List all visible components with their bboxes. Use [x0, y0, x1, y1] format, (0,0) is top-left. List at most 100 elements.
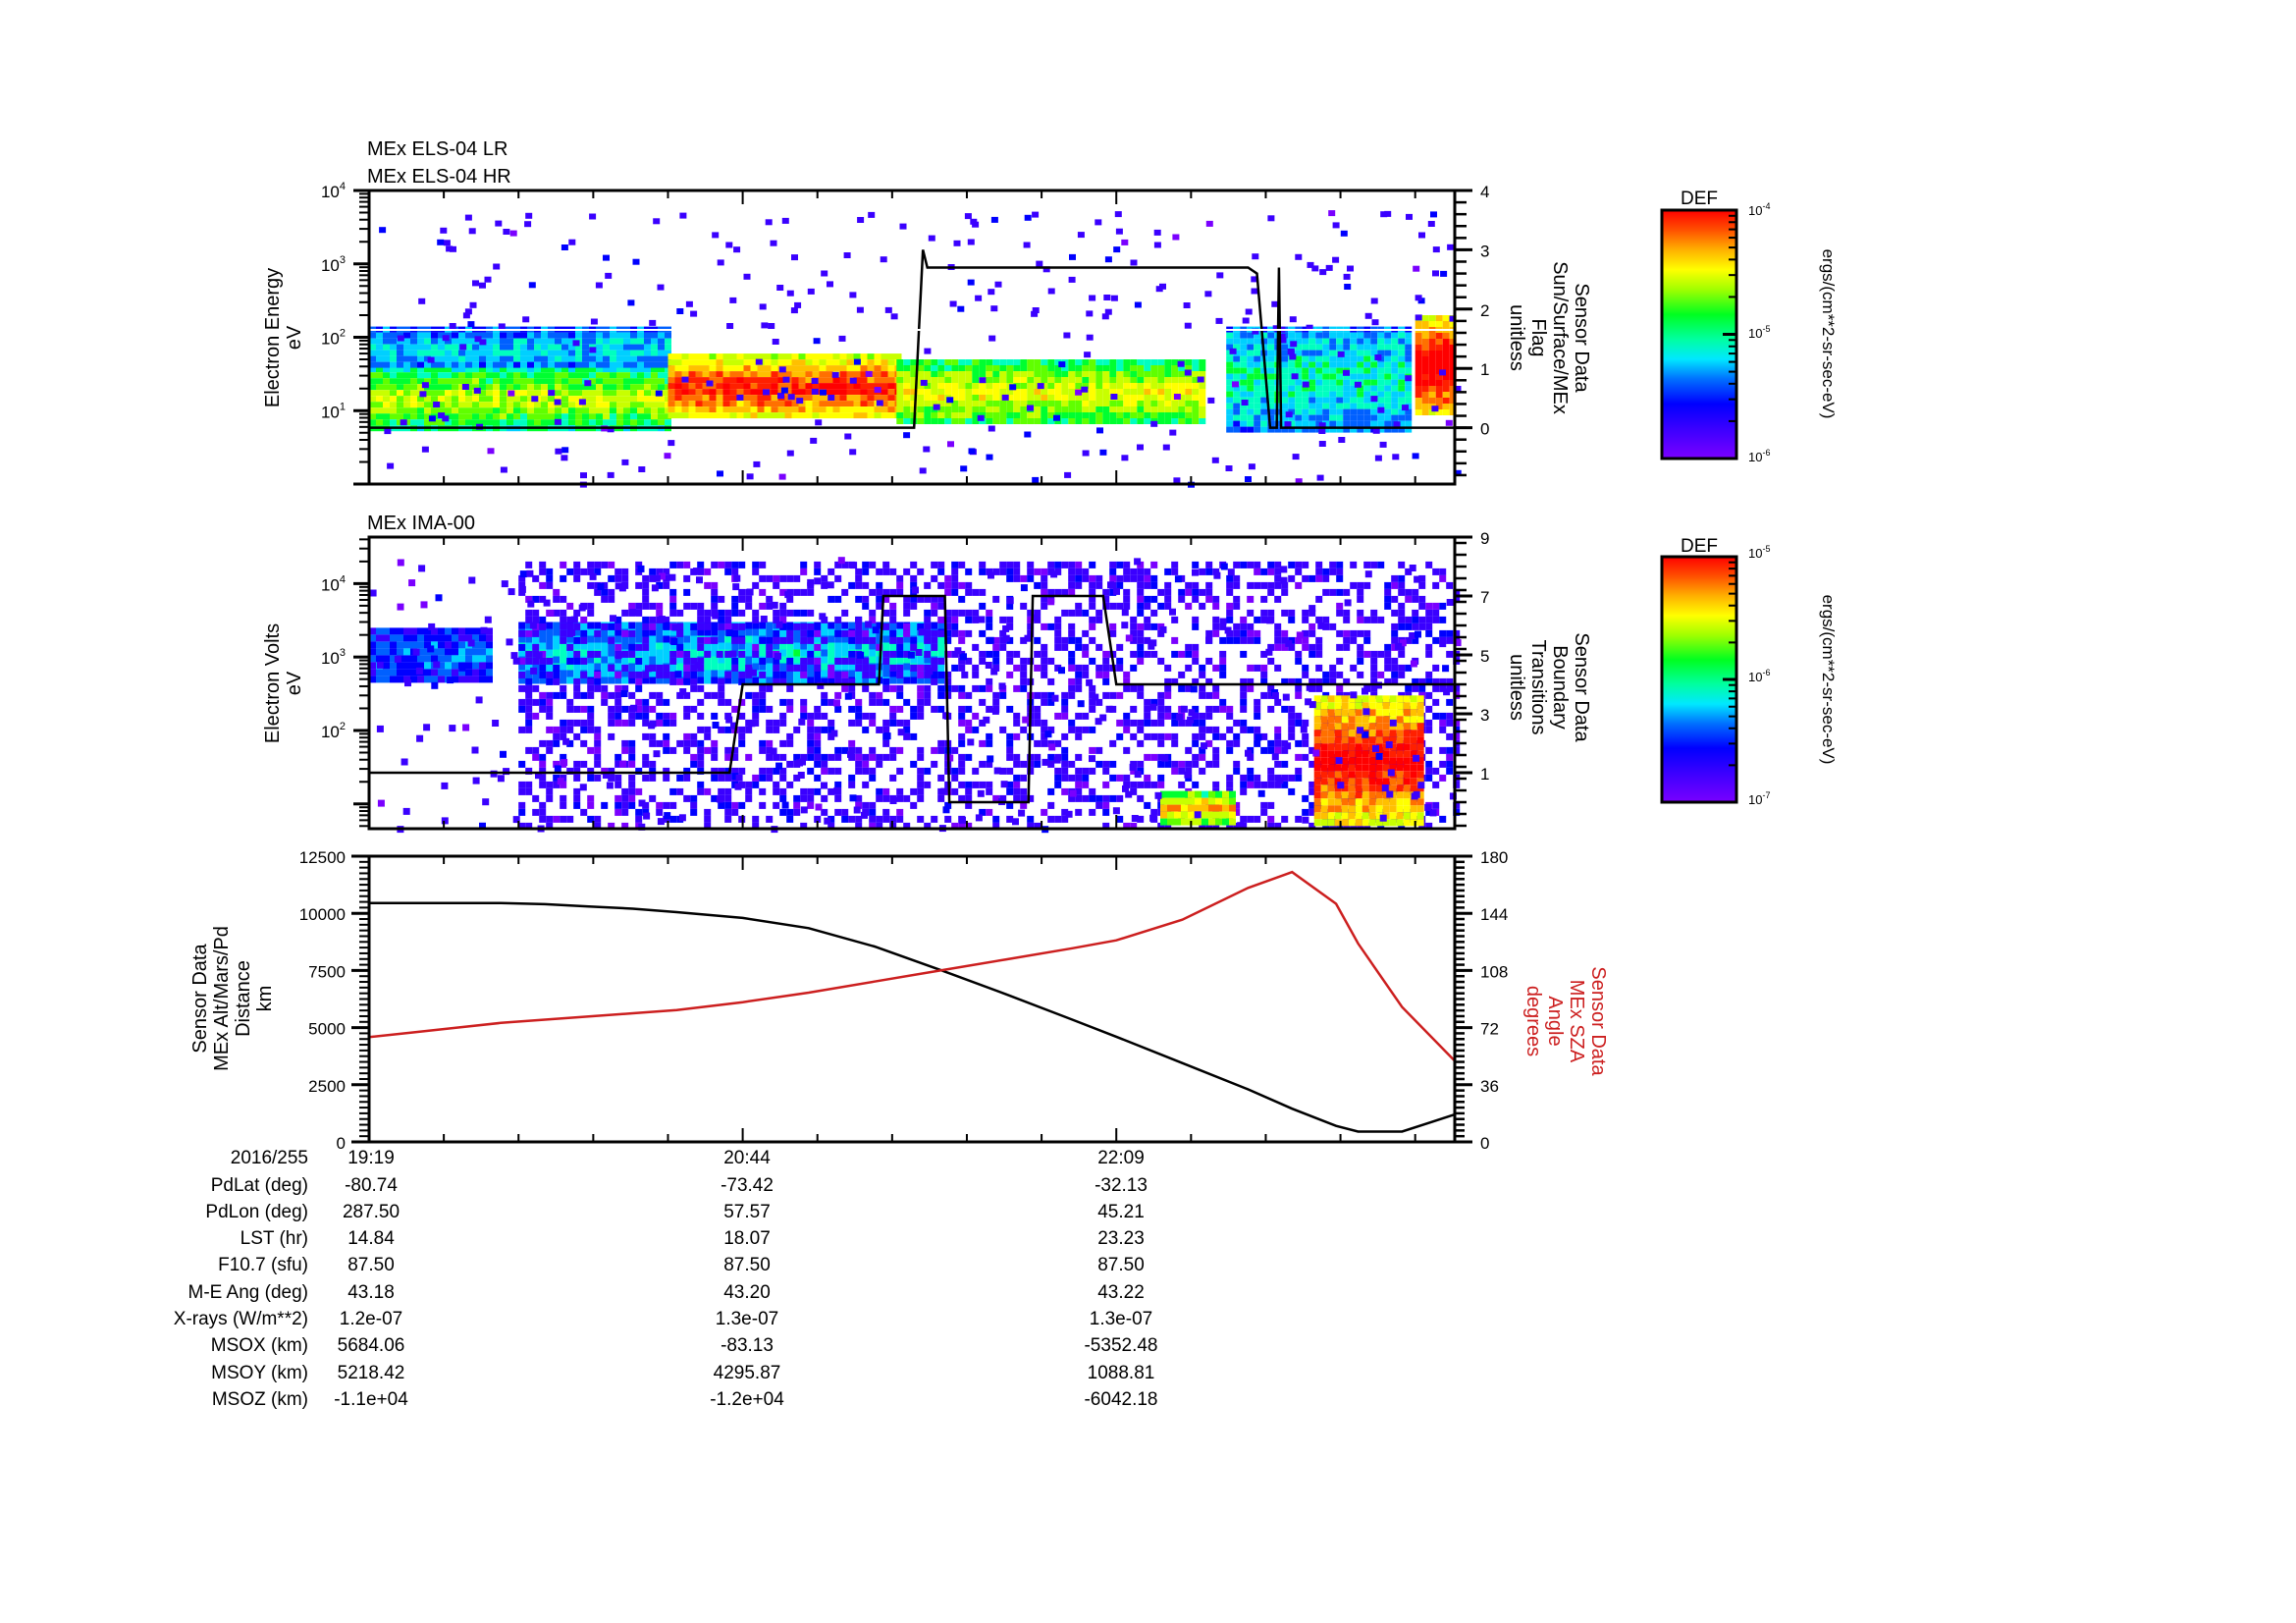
els-colorbar-tick-mid: 10-5	[1748, 324, 1770, 341]
ima-plot-frame	[367, 535, 1457, 831]
ephemeris-row-value: -1.2e+04	[710, 1388, 784, 1410]
ephemeris-row-label: PdLon (deg)	[205, 1201, 308, 1222]
els-right-label-line-4: unitless	[1506, 304, 1527, 371]
ephemeris-row-value: 43.18	[347, 1281, 395, 1303]
els-flag-line	[369, 249, 1455, 429]
orbit-ylabel-line-3: Distance	[233, 960, 254, 1037]
ima-ylabel-line-1: Electron Volts	[262, 623, 284, 743]
orbit-plot-frame	[367, 854, 1457, 1144]
ephemeris-row-label: F10.7 (sfu)	[218, 1255, 308, 1276]
ima-right-label-line-4: unitless	[1506, 654, 1527, 721]
ephemeris-row-value: 87.50	[723, 1255, 771, 1276]
ima-colorbar-tick-max: 10-5	[1748, 544, 1770, 561]
ephemeris-row-value: 43.22	[1097, 1281, 1145, 1303]
ephemeris-row-value: -1.1e+04	[334, 1388, 408, 1410]
ephemeris-row-value: 4295.87	[713, 1362, 781, 1383]
right-tick-label: 4	[1480, 183, 1489, 201]
right-tick-label: 144	[1480, 905, 1508, 924]
ephemeris-row-value: 87.50	[347, 1255, 395, 1276]
y-tick-label: 104	[321, 181, 346, 201]
right-tick-label: 72	[1480, 1020, 1499, 1039]
els-colorbar-title: DEF	[1681, 189, 1718, 209]
y-tick-label: 12500	[299, 848, 346, 867]
ephemeris-row-label: MSOZ (km)	[211, 1388, 308, 1410]
ima-right-axis-label: Sensor Data Boundary Transitions unitles…	[1506, 632, 1592, 742]
ephemeris-row-value: 5218.42	[337, 1362, 405, 1383]
ima-colorbar-tick-min: 10-7	[1748, 790, 1770, 807]
altitude-line	[369, 901, 1456, 1133]
ephemeris-time-col-2: 20:44	[723, 1148, 771, 1168]
orbit-left-axis-label: Sensor Data MEx Alt/Mars/Pd Distance km	[189, 926, 276, 1071]
ephemeris-row-value: -73.42	[721, 1174, 774, 1196]
els-spectrogram-panel: 101 102 103 104 0 1 2 3 4 Electron Energy eV Sen…	[262, 181, 1592, 488]
orbit-ylabel-line-2: MEx Alt/Mars/Pd	[211, 926, 233, 1071]
ima-right-label-line-1: Sensor Data	[1571, 632, 1592, 742]
right-tick-label: 0	[1480, 1134, 1489, 1153]
ephemeris-row-value: -80.74	[345, 1174, 398, 1196]
orbit-line-panel: 0 2500 5000 7500 10000 12500 0 36 72 108 144 180 Se…	[189, 848, 1609, 1153]
sza-label-line-2: MEx SZA	[1566, 980, 1587, 1063]
ima-title: MEx IMA-00	[367, 513, 475, 534]
ima-colorbar-tick-mid: 10-6	[1748, 668, 1770, 684]
right-tick-label: 0	[1480, 420, 1489, 439]
ephemeris-row-value: 43.20	[723, 1281, 771, 1303]
els-colorbar-tick-max: 10-4	[1748, 201, 1770, 218]
ephemeris-row-value: 1.3e-07	[715, 1309, 779, 1329]
ephemeris-row-value: -6042.18	[1084, 1388, 1158, 1410]
ima-spectrogram-heatmap	[369, 557, 1462, 834]
els-right-label-line-3: Flag	[1527, 319, 1549, 357]
ephemeris-row-label: MSOX (km)	[210, 1335, 308, 1357]
ephemeris-date: 2016/255	[230, 1148, 308, 1168]
y-tick-label: 103	[321, 254, 346, 275]
ima-ylabel-line-2: eV	[284, 671, 305, 695]
ephemeris-row-value: 1.2e-07	[339, 1309, 403, 1329]
sza-label-line-1: Sensor Data	[1587, 966, 1609, 1076]
ima-colorbar: DEF 10-5 10-6 10-7 ergs/(cm**2-sr-sec-eV…	[1660, 536, 1838, 807]
ephemeris-row-value: 1088.81	[1087, 1362, 1155, 1383]
ephemeris-row-value: -5352.48	[1084, 1335, 1158, 1357]
ephemeris-row-value: 5684.06	[337, 1335, 405, 1357]
y-tick-label: 7500	[308, 962, 346, 981]
right-tick-label: 180	[1480, 848, 1508, 867]
ephemeris-row-label: LST (hr)	[240, 1228, 308, 1250]
els-right-axis-label: Sensor Data Sun/Surface/MEx Flag unitles…	[1506, 261, 1592, 414]
ima-right-label-line-3: Transitions	[1527, 639, 1549, 734]
els-title-line-2: MEx ELS-04 HR	[367, 166, 511, 188]
els-colorbar: DEF 10-4 10-5 10-6 ergs/(cm**2-sr-sec-eV…	[1660, 189, 1838, 464]
els-spectrogram-heatmap	[369, 210, 1462, 488]
orbit-right-axis-label: Sensor Data MEx SZA Angle degrees	[1522, 966, 1609, 1076]
els-ylabel-line-1: Electron Energy	[262, 268, 284, 407]
right-tick-label: 1	[1480, 360, 1489, 379]
ephemeris-row-value: 57.57	[723, 1201, 771, 1222]
ephemeris-row-value: -32.13	[1095, 1174, 1148, 1196]
sza-label-line-3: Angle	[1544, 996, 1566, 1046]
els-title-line-1: MEx ELS-04 LR	[367, 138, 507, 160]
y-tick-label: 101	[321, 401, 346, 421]
ephemeris-row-label: PdLat (deg)	[210, 1174, 308, 1196]
y-tick-label: 2500	[308, 1077, 346, 1096]
ephemeris-row-value: 1.3e-07	[1089, 1309, 1153, 1329]
els-axes: 101 102 103 104 0 1 2 3 4	[321, 181, 1489, 486]
y-tick-label: 0	[337, 1134, 346, 1153]
orbit-axes: 0 2500 5000 7500 10000 12500 0 36 72 108 144 180	[299, 848, 1509, 1153]
ephemeris-row-label: X-rays (W/m**2)	[173, 1309, 308, 1329]
els-right-label-line-2: Sun/Surface/MEx	[1549, 261, 1571, 414]
ima-colorbar-units: ergs/(cm**2-sr-sec-eV)	[1819, 595, 1838, 765]
y-tick-label: 104	[321, 573, 346, 594]
ephemeris-row-value: 18.07	[723, 1228, 771, 1250]
right-tick-label: 108	[1480, 962, 1508, 981]
right-tick-label: 2	[1480, 301, 1489, 320]
ima-boundary-transition-line	[369, 594, 1455, 804]
sza-label-line-4: degrees	[1522, 986, 1544, 1056]
sza-line	[368, 870, 1456, 1062]
ephemeris-time-col-3: 22:09	[1097, 1148, 1145, 1168]
right-tick-label: 36	[1480, 1077, 1499, 1096]
right-tick-label: 3	[1480, 706, 1489, 725]
ephemeris-time-col-1: 19:19	[347, 1148, 395, 1168]
ephemeris-row-label: MSOY (km)	[211, 1362, 308, 1383]
ephemeris-row-label: M-E Ang (deg)	[187, 1281, 309, 1303]
y-tick-label: 5000	[308, 1020, 346, 1039]
ephemeris-row-value: 45.21	[1097, 1201, 1145, 1222]
y-tick-label: 103	[321, 647, 346, 668]
